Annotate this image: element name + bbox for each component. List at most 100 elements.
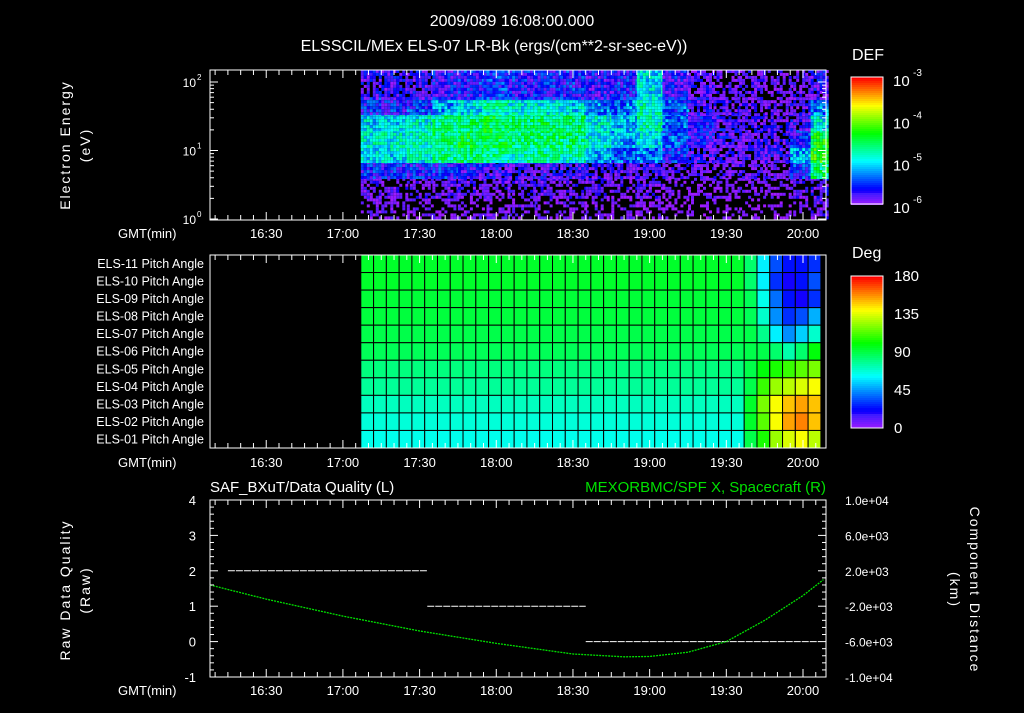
spectrogram-cell: [363, 135, 367, 139]
spectrogram-cell: [472, 216, 476, 220]
spectrogram-cell: [588, 112, 592, 116]
spectrogram-cell: [412, 100, 416, 104]
spectrogram-cell: [402, 100, 406, 104]
spectrogram-cell: [399, 138, 403, 142]
spectrogram-cell: [375, 148, 379, 152]
spectrogram-cell: [424, 195, 428, 199]
spectrogram-cell: [648, 180, 652, 184]
spectrogram-cell: [447, 138, 451, 142]
spectrogram-cell: [515, 84, 519, 88]
spectrogram-cell: [504, 87, 508, 91]
spectrogram-cell: [563, 144, 567, 148]
spectrogram-cell: [527, 183, 531, 187]
spectrogram-cell: [421, 119, 425, 123]
spectrogram-cell: [614, 106, 618, 110]
spectrogram-cell: [617, 75, 621, 79]
spectrogram-cell: [600, 167, 604, 171]
spectrogram-cell: [390, 119, 394, 123]
spectrogram-cell: [588, 132, 592, 136]
spectrogram-cell: [384, 125, 388, 129]
spectrogram-cell: [566, 135, 570, 139]
spectrogram-cell: [450, 100, 454, 104]
spectrogram-cell: [438, 72, 442, 76]
spectrogram-cell: [509, 148, 513, 152]
spectrogram-cell: [460, 109, 464, 113]
spectrogram-cell: [453, 180, 457, 184]
spectrogram-cell: [444, 129, 448, 133]
spectrogram-cell: [453, 170, 457, 174]
spectrogram-cell: [441, 96, 445, 100]
spectrogram-cell: [507, 170, 511, 174]
spectrogram-cell: [611, 144, 615, 148]
spectrogram-cell: [486, 81, 490, 85]
spectrogram-cell: [648, 186, 652, 190]
spectrogram-cell: [530, 167, 534, 171]
spectrogram-cell: [360, 106, 364, 110]
spectrogram-cell: [585, 75, 589, 79]
spectrogram-cell: [384, 70, 388, 73]
spectrogram-cell: [651, 129, 655, 133]
spectrogram-cell: [585, 151, 589, 155]
spectrogram-cell: [509, 154, 513, 158]
spectrogram-cell: [424, 151, 428, 155]
spectrogram-cell: [489, 100, 493, 104]
spectrogram-cell: [626, 170, 630, 174]
spectrogram-cell: [651, 70, 655, 73]
spectrogram-cell: [540, 216, 544, 220]
spectrogram-cell: [441, 84, 445, 88]
spectrogram-cell: [415, 216, 419, 220]
spectrogram-cell: [390, 148, 394, 152]
spectrogram-cell: [469, 135, 473, 139]
spectrogram-cell: [472, 112, 476, 116]
spectrogram-cell: [460, 207, 464, 211]
spectrogram-cell: [441, 93, 445, 97]
spectrogram-cell: [466, 87, 470, 91]
spectrogram-cell: [552, 119, 556, 123]
spectrogram-cell: [594, 135, 598, 139]
spectrogram-cell: [435, 177, 439, 181]
spectrogram-cell: [555, 141, 559, 145]
spectrogram-cell: [435, 164, 439, 168]
spectrogram-cell: [518, 81, 522, 85]
spectrogram-cell: [396, 160, 400, 164]
spectrogram-cell: [406, 180, 410, 184]
spectrogram-cell: [372, 135, 376, 139]
spectrogram-cell: [396, 180, 400, 184]
spectrogram-cell: [578, 129, 582, 133]
spectrogram-cell: [435, 132, 439, 136]
spectrogram-cell: [512, 72, 516, 76]
spectrogram-cell: [527, 103, 531, 107]
spectrogram-cell: [495, 180, 499, 184]
spectrogram-cell: [606, 128, 610, 132]
spectrogram-cell: [606, 177, 610, 181]
spectrogram-cell: [507, 90, 511, 94]
spectrogram-cell: [375, 119, 379, 123]
spectrogram-cell: [406, 109, 410, 113]
spectrogram-cell: [603, 132, 607, 136]
spectrogram-cell: [546, 90, 550, 94]
spectrogram-cell: [387, 129, 391, 133]
spectrogram-cell: [623, 81, 627, 85]
spectrogram-cell: [512, 75, 516, 79]
spectrogram-cell: [665, 109, 669, 113]
spectrogram-cell: [466, 100, 470, 104]
spectrogram-cell: [657, 78, 661, 82]
spectrogram-cell: [560, 167, 564, 171]
spectrogram-cell: [432, 103, 436, 107]
spectrogram-cell: [537, 192, 541, 196]
spectrogram-cell: [372, 213, 376, 217]
spectrogram-cell: [614, 93, 618, 97]
spectrogram-cell: [509, 93, 513, 97]
spectrogram-cell: [393, 84, 397, 88]
spectrogram-cell: [421, 87, 425, 91]
spectrogram-cell: [378, 180, 382, 184]
spectrogram-cell: [585, 72, 589, 76]
spectrogram-cell: [430, 195, 434, 199]
spectrogram-cell: [581, 112, 585, 116]
spectrogram-cell: [629, 93, 633, 97]
spectrogram-cell: [453, 144, 457, 148]
spectrogram-cell: [546, 109, 550, 113]
spectrogram-cell: [543, 90, 547, 94]
spectrogram-cell: [399, 132, 403, 136]
spectrogram-cell: [438, 210, 442, 214]
